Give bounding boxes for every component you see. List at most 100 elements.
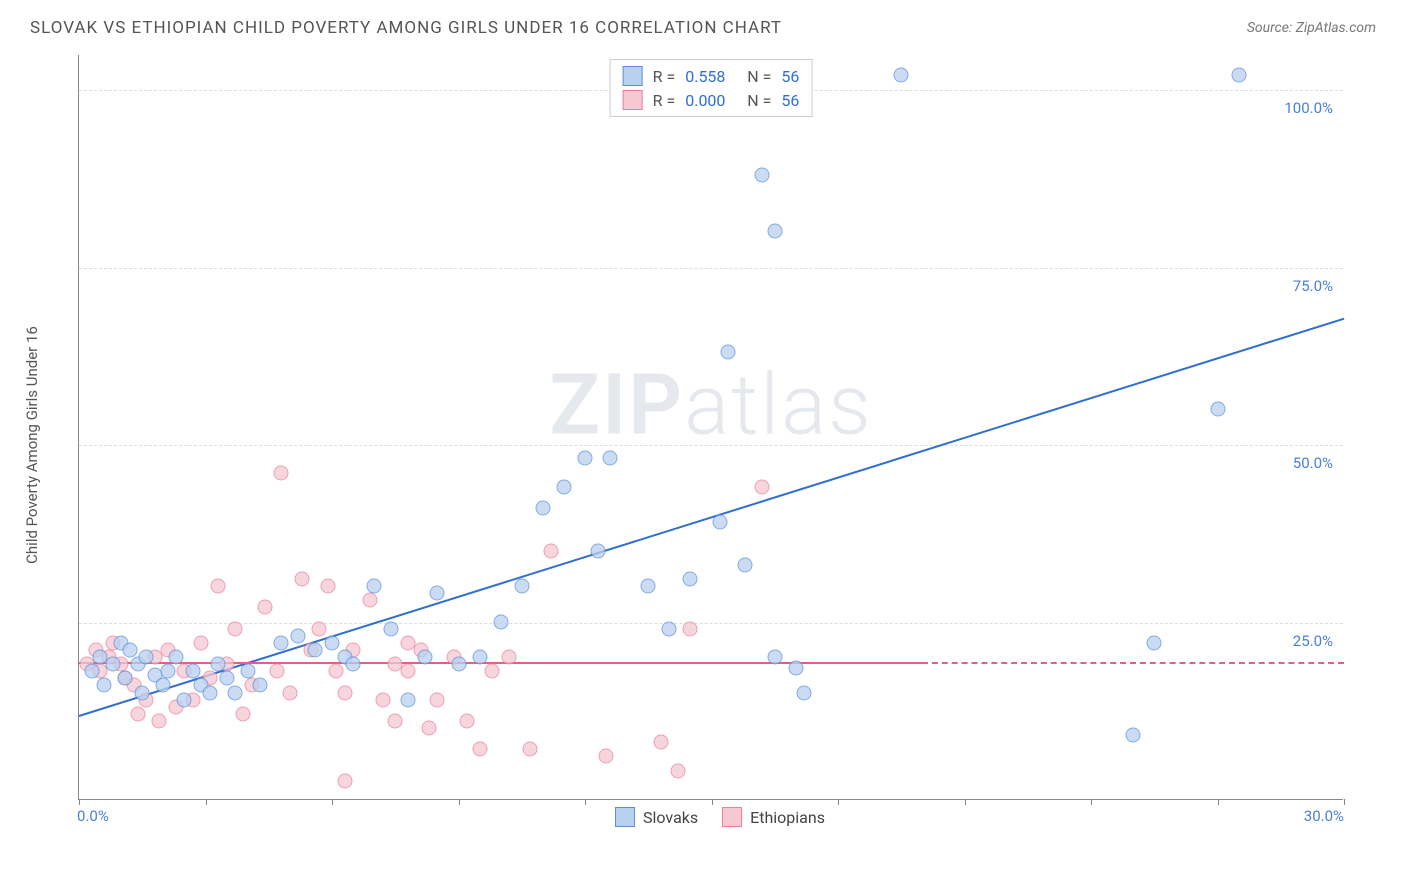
data-point — [683, 621, 698, 636]
chart-header: SLOVAK VS ETHIOPIAN CHILD POVERTY AMONG … — [0, 0, 1406, 48]
data-point — [544, 543, 559, 558]
data-point — [274, 465, 289, 480]
data-point — [535, 501, 550, 516]
y-axis-label: Child Poverty Among Girls Under 16 — [23, 326, 41, 564]
legend-swatch — [615, 807, 635, 827]
data-point — [388, 713, 403, 728]
watermark-bold: ZIP — [549, 355, 684, 454]
data-point — [738, 557, 753, 572]
data-point — [797, 685, 812, 700]
x-tick — [1344, 799, 1345, 805]
data-point — [472, 742, 487, 757]
legend-series-item: Slovaks — [615, 807, 698, 827]
chart-source: Source: ZipAtlas.com — [1247, 20, 1376, 36]
x-tick — [79, 799, 80, 805]
x-tick — [206, 799, 207, 805]
data-point — [375, 692, 390, 707]
data-point — [274, 635, 289, 650]
legend-row: R =0.000N =56 — [623, 88, 800, 112]
data-point — [320, 579, 335, 594]
data-point — [712, 515, 727, 530]
data-point — [168, 650, 183, 665]
legend-swatch — [722, 807, 742, 827]
data-point — [767, 650, 782, 665]
data-point — [270, 664, 285, 679]
data-point — [177, 692, 192, 707]
data-point — [291, 628, 306, 643]
grid-line — [79, 445, 1343, 446]
data-point — [97, 678, 112, 693]
data-point — [156, 678, 171, 693]
legend-n-value: 56 — [781, 91, 799, 110]
data-point — [590, 543, 605, 558]
legend-series-item: Ethiopians — [722, 807, 825, 827]
trend-line — [922, 662, 1344, 664]
data-point — [202, 685, 217, 700]
data-point — [641, 579, 656, 594]
data-point — [670, 763, 685, 778]
data-point — [400, 664, 415, 679]
x-tick — [332, 799, 333, 805]
data-point — [493, 614, 508, 629]
data-point — [421, 721, 436, 736]
data-point — [417, 650, 432, 665]
data-point — [653, 735, 668, 750]
data-point — [160, 664, 175, 679]
data-point — [105, 657, 120, 672]
data-point — [325, 635, 340, 650]
y-tick-label: 75.0% — [1293, 277, 1333, 295]
data-point — [367, 579, 382, 594]
data-point — [236, 706, 251, 721]
y-tick-label: 100.0% — [1284, 99, 1333, 117]
legend-n-label: N = — [747, 67, 771, 86]
data-point — [459, 713, 474, 728]
x-tick — [1218, 799, 1219, 805]
data-point — [312, 621, 327, 636]
data-point — [240, 664, 255, 679]
watermark-light: atlas — [684, 355, 873, 454]
grid-line — [79, 268, 1343, 269]
x-tick — [1091, 799, 1092, 805]
legend-r-value: 0.000 — [685, 91, 737, 110]
plot-area: ZIPatlas R =0.558N =56R =0.000N =56 25.0… — [78, 55, 1343, 800]
data-point — [84, 664, 99, 679]
chart-container: Child Poverty Among Girls Under 16 ZIPat… — [50, 55, 1390, 835]
data-point — [185, 664, 200, 679]
legend-n-value: 56 — [781, 67, 799, 86]
data-point — [329, 664, 344, 679]
legend-r-label: R = — [653, 67, 676, 86]
data-point — [1231, 68, 1246, 83]
x-tick — [838, 799, 839, 805]
data-point — [400, 692, 415, 707]
data-point — [139, 650, 154, 665]
data-point — [362, 593, 377, 608]
data-point — [257, 600, 272, 615]
x-tick — [965, 799, 966, 805]
trend-line — [79, 318, 1345, 717]
data-point — [603, 451, 618, 466]
legend-series: Slovaks Ethiopians — [615, 807, 825, 827]
x-tick-label: 30.0% — [1304, 807, 1344, 825]
data-point — [1147, 635, 1162, 650]
legend-series-name: Ethiopians — [750, 808, 825, 827]
data-point — [253, 678, 268, 693]
data-point — [755, 479, 770, 494]
data-point — [556, 479, 571, 494]
data-point — [346, 657, 361, 672]
data-point — [308, 643, 323, 658]
legend-r-value: 0.558 — [685, 67, 737, 86]
legend-swatch — [623, 66, 643, 86]
data-point — [219, 671, 234, 686]
data-point — [152, 713, 167, 728]
data-point — [430, 692, 445, 707]
legend-row: R = 0.558 N = 56 — [623, 64, 800, 88]
data-point — [788, 660, 803, 675]
data-point — [894, 68, 909, 83]
y-tick-label: 25.0% — [1293, 632, 1333, 650]
data-point — [767, 224, 782, 239]
x-tick — [459, 799, 460, 805]
data-point — [578, 451, 593, 466]
data-point — [337, 774, 352, 789]
data-point — [599, 749, 614, 764]
data-point — [683, 572, 698, 587]
